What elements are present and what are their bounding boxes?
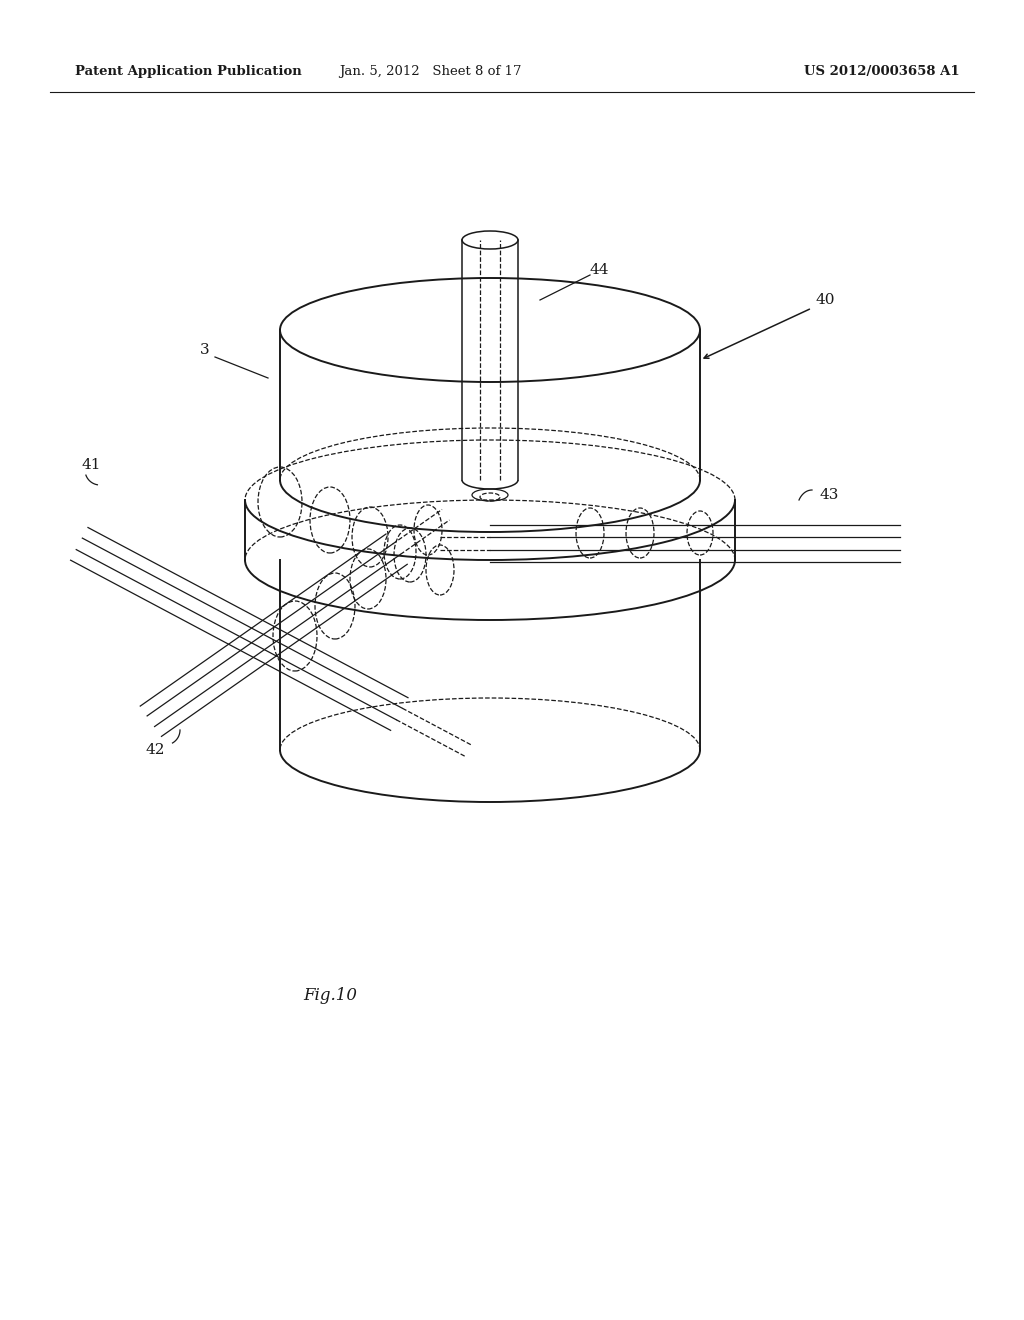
Text: Fig.10: Fig.10 bbox=[303, 986, 357, 1003]
Text: 40: 40 bbox=[815, 293, 835, 308]
Text: 3: 3 bbox=[200, 343, 210, 356]
Text: Jan. 5, 2012   Sheet 8 of 17: Jan. 5, 2012 Sheet 8 of 17 bbox=[339, 66, 521, 78]
Text: 42: 42 bbox=[145, 743, 165, 756]
Text: 41: 41 bbox=[82, 458, 101, 473]
Text: Patent Application Publication: Patent Application Publication bbox=[75, 66, 302, 78]
Text: 43: 43 bbox=[820, 488, 840, 502]
Text: 44: 44 bbox=[590, 263, 609, 277]
Text: US 2012/0003658 A1: US 2012/0003658 A1 bbox=[805, 66, 961, 78]
